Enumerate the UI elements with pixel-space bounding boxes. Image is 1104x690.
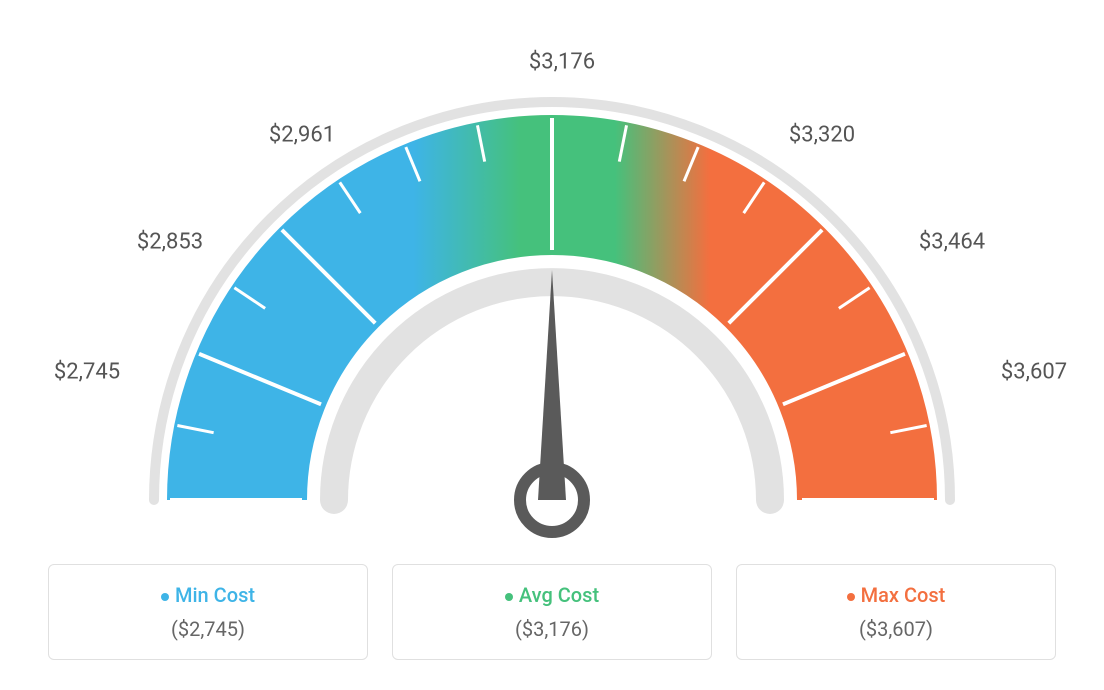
gauge-tick-label: $3,176 [529, 50, 595, 75]
gauge-tick-label: $2,745 [54, 360, 120, 385]
legend-title-text: Min Cost [175, 583, 255, 607]
gauge-tick-label: $2,853 [137, 230, 203, 255]
legend-row: Min Cost ($2,745) Avg Cost ($3,176) Max Cost… [20, 564, 1084, 660]
legend-dot-icon [161, 593, 169, 601]
legend-card-min: Min Cost ($2,745) [48, 564, 368, 660]
gauge-chart: $2,745 $2,853 $2,961 $3,176 $3,320 $3,464 $3,6… [22, 20, 1082, 540]
legend-dot-icon [505, 593, 513, 601]
legend-dot-icon [847, 593, 855, 601]
legend-title: Min Cost [77, 583, 339, 607]
gauge-tick-label: $2,961 [269, 123, 335, 148]
legend-card-avg: Avg Cost ($3,176) [392, 564, 712, 660]
gauge-tick-label: $3,607 [1001, 360, 1067, 385]
legend-title-text: Avg Cost [519, 583, 599, 607]
gauge-svg [22, 20, 1082, 540]
legend-title: Max Cost [765, 583, 1027, 607]
legend-title-text: Max Cost [861, 583, 946, 607]
legend-value: ($2,745) [77, 617, 339, 641]
legend-title: Avg Cost [421, 583, 683, 607]
legend-card-max: Max Cost ($3,607) [736, 564, 1056, 660]
legend-value: ($3,176) [421, 617, 683, 641]
legend-value: ($3,607) [765, 617, 1027, 641]
gauge-tick-label: $3,320 [789, 123, 855, 148]
gauge-tick-label: $3,464 [919, 230, 985, 255]
